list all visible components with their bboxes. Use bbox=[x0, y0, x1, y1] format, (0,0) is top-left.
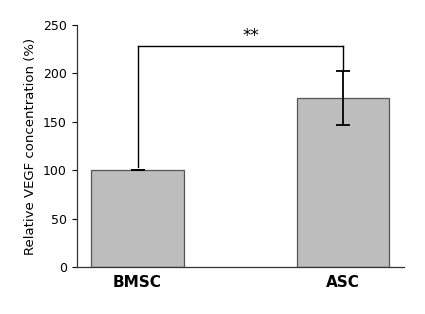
Text: **: ** bbox=[242, 27, 259, 46]
Bar bbox=[91, 170, 184, 267]
Y-axis label: Relative VEGF concentration (%): Relative VEGF concentration (%) bbox=[24, 37, 37, 255]
Bar bbox=[297, 98, 389, 267]
